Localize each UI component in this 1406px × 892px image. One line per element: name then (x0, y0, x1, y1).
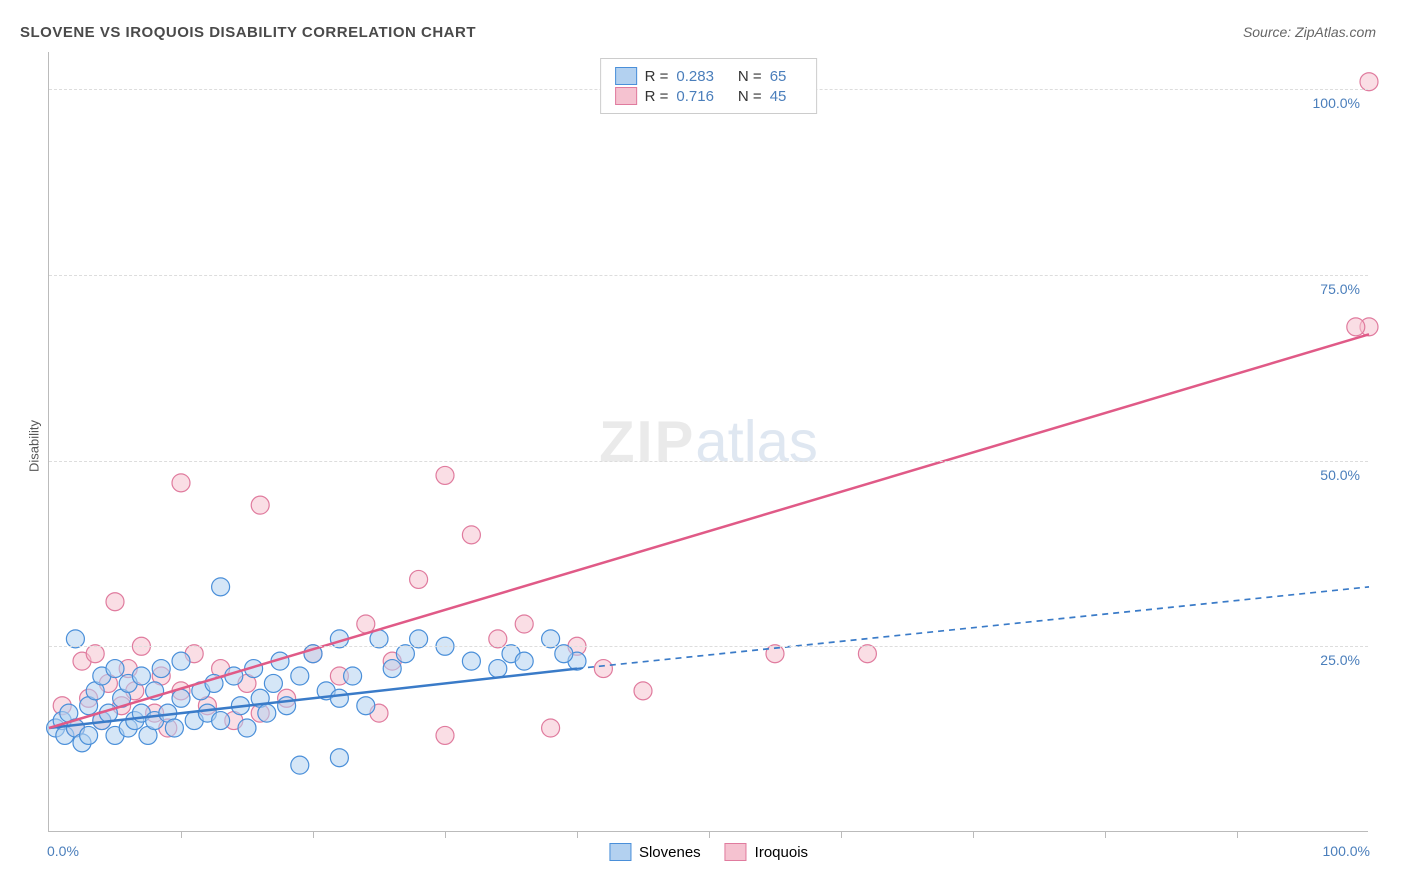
trend-line-extrapolated (577, 587, 1369, 669)
series-label-iroquois: Iroquois (755, 844, 808, 861)
gridline (49, 646, 1368, 647)
data-point (1360, 73, 1378, 91)
data-point (555, 645, 573, 663)
data-point (152, 660, 170, 678)
source-attribution: Source: ZipAtlas.com (1243, 24, 1376, 40)
data-point (106, 660, 124, 678)
data-point (258, 704, 276, 722)
data-point (357, 697, 375, 715)
x-tick (1237, 831, 1238, 838)
data-point (410, 570, 428, 588)
y-tick-label: 75.0% (1320, 281, 1360, 297)
data-point (489, 630, 507, 648)
data-point (858, 645, 876, 663)
data-point (172, 652, 190, 670)
swatch-slovenes (615, 67, 637, 85)
x-tick (577, 831, 578, 838)
x-tick (1105, 831, 1106, 838)
data-point (66, 630, 84, 648)
n-value-slovenes: 65 (770, 68, 787, 85)
plot-area: ZIPatlas R = 0.283 N = 65 R = 0.716 N = … (48, 52, 1368, 832)
data-point (132, 667, 150, 685)
y-axis-label: Disability (27, 420, 42, 472)
data-point (106, 593, 124, 611)
series-label-slovenes: Slovenes (639, 844, 701, 861)
data-point (1347, 318, 1365, 336)
r-value-iroquois: 0.716 (676, 88, 714, 105)
data-point (330, 749, 348, 767)
data-point (594, 660, 612, 678)
legend-row-slovenes: R = 0.283 N = 65 (615, 67, 803, 85)
legend-item-slovenes: Slovenes (609, 843, 701, 861)
scatter-svg (49, 52, 1368, 831)
x-axis-max-label: 100.0% (1323, 843, 1370, 859)
data-point (264, 674, 282, 692)
x-tick (709, 831, 710, 838)
y-tick-label: 50.0% (1320, 467, 1360, 483)
data-point (80, 726, 98, 744)
data-point (436, 726, 454, 744)
correlation-legend: R = 0.283 N = 65 R = 0.716 N = 45 (600, 58, 818, 114)
data-point (291, 667, 309, 685)
chart-title: SLOVENE VS IROQUOIS DISABILITY CORRELATI… (20, 24, 476, 41)
data-point (462, 652, 480, 670)
data-point (357, 615, 375, 633)
x-axis-min-label: 0.0% (47, 843, 79, 859)
swatch-iroquois (615, 87, 637, 105)
data-point (291, 756, 309, 774)
data-point (634, 682, 652, 700)
data-point (515, 652, 533, 670)
data-point (212, 578, 230, 596)
data-point (172, 474, 190, 492)
data-point (396, 645, 414, 663)
y-tick-label: 100.0% (1313, 95, 1360, 111)
x-tick (841, 831, 842, 838)
data-point (172, 689, 190, 707)
data-point (436, 466, 454, 484)
legend-row-iroquois: R = 0.716 N = 45 (615, 87, 803, 105)
data-point (238, 719, 256, 737)
x-tick (313, 831, 314, 838)
gridline (49, 461, 1368, 462)
n-value-iroquois: 45 (770, 88, 787, 105)
data-point (515, 615, 533, 633)
x-tick (445, 831, 446, 838)
trend-line (49, 334, 1369, 728)
swatch-iroquois-bottom (725, 843, 747, 861)
data-point (344, 667, 362, 685)
data-point (542, 719, 560, 737)
gridline (49, 275, 1368, 276)
r-value-slovenes: 0.283 (676, 68, 714, 85)
legend-item-iroquois: Iroquois (725, 843, 808, 861)
data-point (165, 719, 183, 737)
data-point (489, 660, 507, 678)
series-legend: Slovenes Iroquois (609, 843, 808, 861)
data-point (330, 689, 348, 707)
x-tick (973, 831, 974, 838)
data-point (462, 526, 480, 544)
data-point (212, 712, 230, 730)
y-tick-label: 25.0% (1320, 652, 1360, 668)
data-point (86, 645, 104, 663)
data-point (251, 496, 269, 514)
data-point (542, 630, 560, 648)
data-point (383, 660, 401, 678)
data-point (410, 630, 428, 648)
x-tick (181, 831, 182, 838)
swatch-slovenes-bottom (609, 843, 631, 861)
